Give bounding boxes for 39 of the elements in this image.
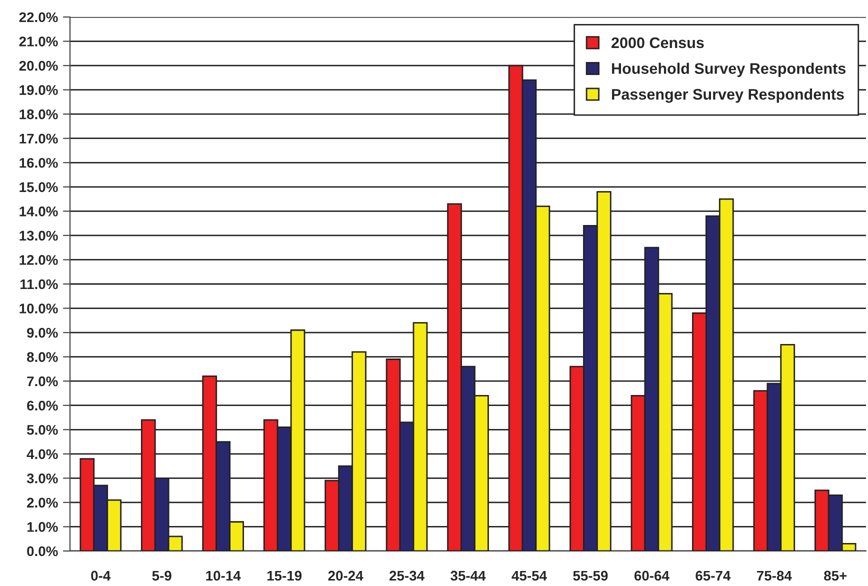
y-tick-label: 20.0% <box>19 60 58 71</box>
x-tick-label: 15-19 <box>267 570 302 581</box>
y-tick-label: 12.0% <box>20 255 58 265</box>
x-tick-label: 75-84 <box>756 570 792 581</box>
x-tick-label: 45-54 <box>512 570 547 581</box>
y-tick-label: 22.0% <box>19 12 58 22</box>
y-tick-label: 0.0% <box>27 546 58 556</box>
x-tick-label: 0-4 <box>91 570 111 581</box>
x-tick-label: 10-14 <box>206 570 241 581</box>
y-tick-label: 15.0% <box>20 182 58 192</box>
y-tick-label: 19.0% <box>20 85 58 95</box>
y-tick-label: 18.0% <box>20 109 58 120</box>
x-tick-label: 85+ <box>824 570 847 581</box>
y-tick-label: 7.0% <box>27 376 58 386</box>
y-tick-label: 8.0% <box>26 352 58 362</box>
x-tick-label: 25-34 <box>389 570 424 581</box>
legend-label: Household Survey Respondents <box>612 62 846 77</box>
x-tick-label: 5-9 <box>152 570 172 581</box>
y-tick-label: 2.0% <box>27 498 58 508</box>
y-tick-label: 3.0% <box>26 474 58 484</box>
x-tick-label: 60-64 <box>634 570 670 581</box>
y-tick-label: 9.0% <box>27 328 58 338</box>
y-tick-label: 13.0% <box>20 230 58 241</box>
y-tick-label: 21.0% <box>19 36 58 46</box>
x-tick-label: 35-44 <box>450 570 486 581</box>
x-tick-label: 65-74 <box>696 570 731 581</box>
y-tick-label: 11.0% <box>20 279 58 290</box>
y-tick-label: 14.0% <box>20 206 58 216</box>
y-tick-label: 10.0% <box>20 304 58 314</box>
legend-label: Passenger Survey Respondents <box>612 88 844 103</box>
legend-label: 2000 Census <box>612 37 704 48</box>
y-tick-label: 16.0% <box>20 158 58 168</box>
y-tick-label: 6.0% <box>27 400 58 411</box>
x-tick-label: 55-59 <box>573 570 608 581</box>
y-tick-label: 4.0% <box>26 449 58 460</box>
y-tick-label: 17.0% <box>20 134 58 144</box>
x-tick-label: 20-24 <box>328 570 364 581</box>
y-tick-label: 1.0% <box>27 522 58 532</box>
y-tick-label: 5.0% <box>26 424 58 435</box>
